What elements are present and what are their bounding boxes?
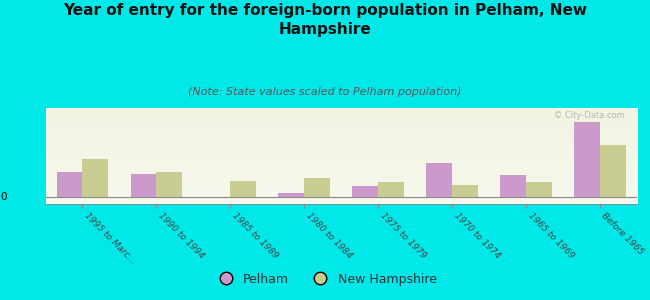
Text: © City-Data.com: © City-Data.com: [554, 111, 625, 120]
Text: (Note: State values scaled to Pelham population): (Note: State values scaled to Pelham pop…: [188, 87, 462, 97]
Bar: [352, 186, 378, 197]
Bar: [574, 122, 600, 197]
Bar: [57, 172, 83, 197]
Bar: [157, 172, 182, 197]
Bar: [83, 159, 109, 197]
Bar: [230, 181, 256, 197]
Bar: [131, 174, 157, 197]
Bar: [426, 163, 452, 197]
Text: 0: 0: [1, 192, 7, 202]
Bar: [278, 193, 304, 197]
Legend: Pelham, New Hampshire: Pelham, New Hampshire: [208, 268, 442, 291]
Bar: [378, 182, 404, 197]
Bar: [600, 145, 626, 197]
Text: Year of entry for the foreign-born population in Pelham, New
Hampshire: Year of entry for the foreign-born popul…: [63, 3, 587, 37]
Bar: [304, 178, 330, 197]
Bar: [452, 185, 478, 197]
Bar: [526, 182, 552, 197]
Bar: [500, 175, 526, 197]
